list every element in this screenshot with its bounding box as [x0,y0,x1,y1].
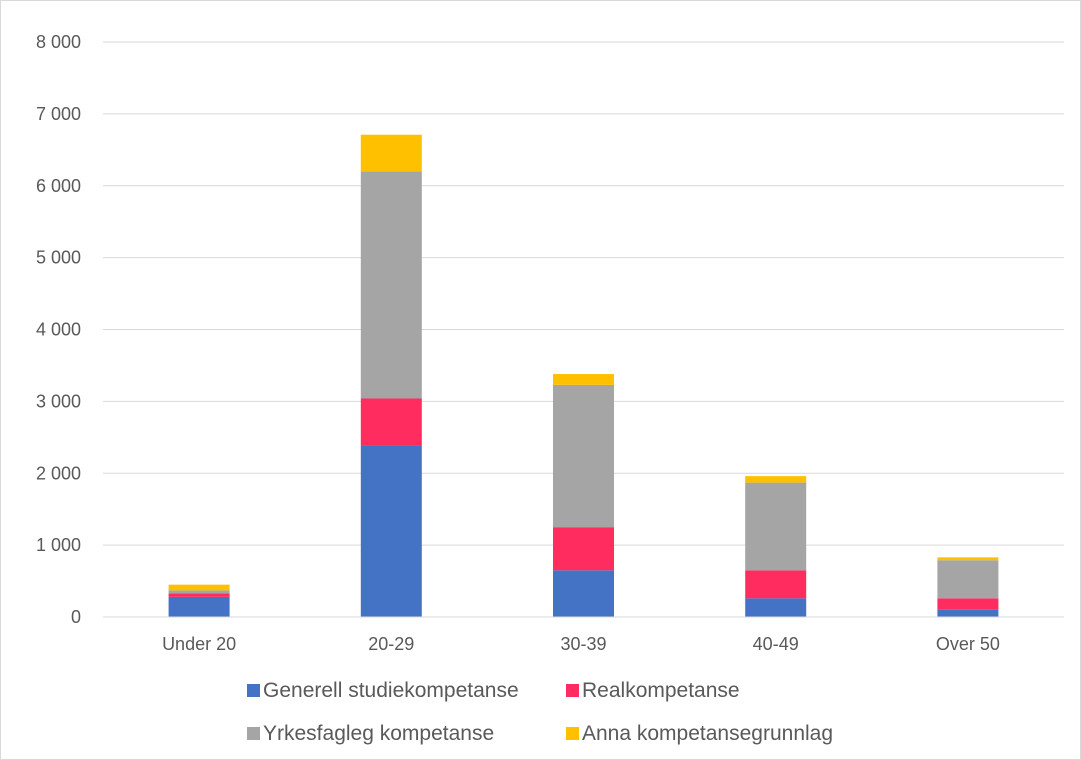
bar-segment-anna-kompetansegrunnlag-40-49 [745,476,807,483]
legend-label: Anna kompetansegrunnlag [582,722,833,745]
x-axis-tick-labels: Under 20 20-29 30-39 40-49 Over 50 [162,634,1000,654]
bar-segment-anna-kompetansegrunnlag-over-50 [937,557,999,561]
bar-segment-realkompetanse-under-20 [168,593,230,597]
legend-swatch [247,684,260,697]
bar-segment-realkompetanse-20-29 [360,398,422,446]
y-tick-label: 2 000 [36,463,81,483]
y-tick-label: 7 000 [36,104,81,124]
legend-item: Realkompetanse [566,679,740,702]
bar-segment-generell-studiekompetanse-30-39 [553,570,614,617]
legend-swatch [566,727,579,740]
legend-item: Generell studiekompetanse [247,679,519,702]
bar-segment-generell-studiekompetanse-over-50 [937,609,999,617]
legend: Generell studiekompetanse Realkompetanse Y… [247,679,833,745]
bar-segment-yrkesfagleg-kompetanse-30-39 [553,384,614,528]
bar-segment-yrkesfagleg-kompetanse-20-29 [360,171,422,399]
bar-segment-realkompetanse-40-49 [745,570,807,599]
bar-segment-yrkesfagleg-kompetanse-40-49 [745,482,807,571]
bar-segment-anna-kompetansegrunnlag-under-20 [168,584,230,591]
bar-segment-yrkesfagleg-kompetanse-under-20 [168,590,230,594]
x-tick-label: Under 20 [162,634,236,654]
x-tick-label: 40-49 [753,634,799,654]
legend-label: Realkompetanse [582,679,740,702]
bar-segment-yrkesfagleg-kompetanse-over-50 [937,560,999,599]
bar-segment-anna-kompetansegrunnlag-20-29 [360,134,422,172]
y-tick-label: 1 000 [36,535,81,555]
bars [168,134,999,617]
bar-segment-realkompetanse-over-50 [937,598,999,610]
y-tick-label: 6 000 [36,176,81,196]
y-tick-label: 5 000 [36,248,81,268]
legend-swatch [247,727,260,740]
legend-item: Yrkesfagleg kompetanse [247,722,494,745]
x-tick-label: 20-29 [368,634,414,654]
bar-segment-generell-studiekompetanse-20-29 [360,445,422,617]
y-tick-label: 3 000 [36,391,81,411]
y-tick-label: 8 000 [36,32,81,52]
bar-segment-generell-studiekompetanse-40-49 [745,598,807,617]
x-tick-label: Over 50 [936,634,1000,654]
legend-item: Anna kompetansegrunnlag [566,722,833,745]
y-tick-label: 4 000 [36,320,81,340]
legend-label: Generell studiekompetanse [263,679,519,702]
legend-label: Yrkesfagleg kompetanse [263,722,494,745]
y-tick-label: 0 [71,607,81,627]
y-axis-tick-labels: 0 1 000 2 000 3 000 4 000 5 000 6 000 7 000 8 00… [36,32,81,627]
x-tick-label: 30-39 [560,634,606,654]
bar-segment-anna-kompetansegrunnlag-30-39 [553,374,614,385]
bar-segment-generell-studiekompetanse-under-20 [168,596,230,617]
bar-segment-realkompetanse-30-39 [553,527,614,571]
legend-swatch [566,684,579,697]
